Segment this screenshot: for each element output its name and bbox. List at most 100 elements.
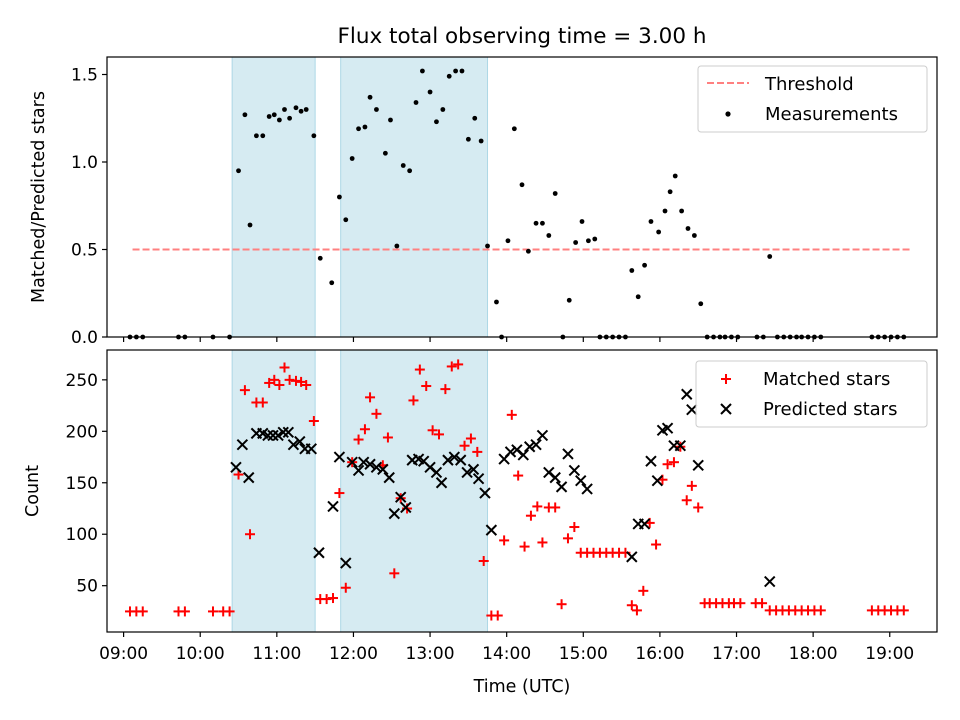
measurement-point [388, 117, 393, 123]
measurement-point [698, 301, 704, 307]
predicted-star-point [294, 435, 306, 448]
measurement-point [533, 220, 539, 226]
measurement-point [427, 89, 433, 95]
measurement-point [282, 107, 287, 112]
measurement-point [525, 248, 531, 254]
predicted-star-point [400, 501, 412, 514]
measurement-point [349, 156, 355, 161]
legend-predicted-swatch [720, 403, 732, 415]
matched-star-point [735, 598, 746, 609]
predicted-star-point [523, 441, 536, 453]
legend-threshold-label: Threshold [764, 74, 854, 95]
matched-star-point [207, 606, 218, 617]
matched-star-point [651, 539, 662, 550]
shaded-interval [231, 56, 316, 338]
measurement-point [656, 229, 662, 235]
matched-star-point [465, 433, 476, 444]
measurement-point [367, 94, 373, 100]
y-tick-label-bottom: 50 [76, 577, 98, 597]
predicted-star-point [686, 403, 698, 416]
matched-star-point [308, 416, 319, 427]
matched-star-point [686, 480, 697, 491]
matched-star-point [421, 381, 432, 392]
y-axis-bottom: 50 100 150 200 250 [66, 371, 107, 597]
matched-star-point [359, 424, 370, 435]
matched-star-point [898, 605, 909, 616]
plot-frame-top [106, 56, 938, 338]
matched-star-point [440, 384, 451, 395]
y-tick-label-bottom: 250 [66, 371, 98, 391]
measurement-point [685, 226, 691, 231]
measurement-point [465, 136, 471, 142]
legend-top-box [697, 65, 928, 133]
y-axis-label-bottom: Count [23, 465, 43, 517]
measurement-point [635, 294, 641, 300]
matched-star-point [269, 374, 280, 385]
predicted-star-point [575, 475, 587, 487]
measurement-point [440, 107, 446, 112]
predicted-star-point [327, 500, 339, 513]
measurement-point [672, 173, 678, 179]
predicted-star-point [504, 446, 517, 458]
measurement-point [478, 138, 484, 144]
matched-star-point [224, 606, 235, 617]
x-axis-label: Time (UTC) [473, 677, 571, 697]
predicted-star-point [626, 551, 638, 563]
matched-star-point [328, 593, 339, 604]
measurement-point [505, 238, 511, 244]
predicted-star-point [568, 464, 581, 477]
matched-star-point [290, 375, 301, 386]
measurement-point [592, 236, 598, 242]
legend-bottom-box [695, 360, 928, 428]
measurement-point [540, 220, 545, 226]
predicted-star-point [230, 461, 242, 474]
matched-star-point [365, 392, 376, 403]
matched-star-point [662, 459, 673, 470]
measurement-point [236, 168, 241, 174]
predicted-star-point [370, 461, 383, 474]
matched-star-point [264, 377, 275, 388]
measurement-point [343, 217, 349, 223]
x-tick-label: 15:00 [559, 644, 608, 664]
y-tick-label-bottom: 100 [66, 525, 98, 545]
measurement-point [303, 107, 309, 112]
matched-star-point [626, 600, 637, 611]
matched-star-point [434, 429, 444, 440]
matched-star-point [274, 379, 285, 390]
matched-star-point [382, 432, 393, 443]
measurement-point [446, 73, 452, 79]
matched-star-point [257, 397, 268, 408]
measurement-point [767, 254, 773, 259]
matched-star-point [478, 555, 489, 566]
measurement-point [311, 133, 317, 139]
measurement-point [400, 163, 406, 168]
matched-star-point [569, 522, 580, 533]
matched-star-point [459, 440, 470, 451]
x-tick-label: 11:00 [252, 644, 301, 664]
legend-matched-label: Matched stars [763, 369, 890, 390]
predicted-star-point [277, 426, 289, 439]
measurement-point [337, 194, 342, 200]
figure-title: Flux total observing time = 3.00 h [338, 24, 707, 49]
predicted-star-point [455, 454, 467, 466]
predicted-star-point [442, 454, 454, 466]
matched-star-point [525, 510, 536, 521]
legend-measurements-swatch [725, 111, 731, 117]
matched-star-point [446, 361, 457, 372]
matched-star-point [321, 594, 332, 605]
predicted-star-point [282, 426, 295, 439]
predicted-star-point [262, 429, 274, 442]
predicted-star-point [267, 429, 279, 442]
measurement-point [329, 280, 335, 286]
y-tick-label-bottom: 200 [66, 422, 98, 442]
measurement-point [494, 299, 499, 305]
matched-star-point [408, 395, 419, 406]
measurement-point [648, 219, 654, 224]
matched-star-point [137, 606, 148, 617]
matched-star-point [519, 541, 530, 552]
measurement-point [459, 68, 465, 74]
predicted-star-point [681, 388, 693, 400]
predicted-star-point [692, 459, 704, 471]
y-tick-label-top: 0.0 [71, 328, 98, 348]
shaded-interval [340, 56, 489, 338]
